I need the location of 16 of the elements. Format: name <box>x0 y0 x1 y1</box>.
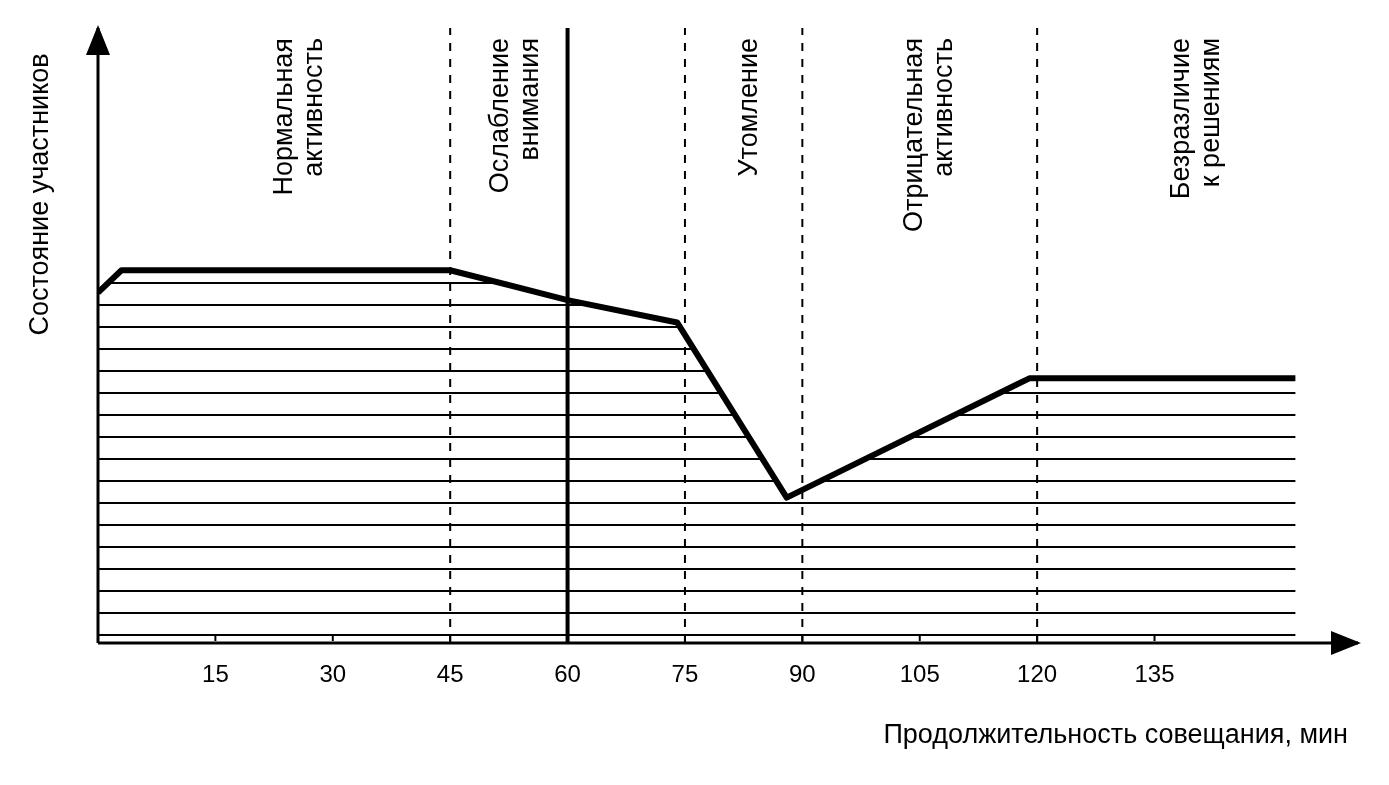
text: Нормальная активность <box>268 38 329 196</box>
x-tick-label: 60 <box>554 660 581 688</box>
x-tick-label: 75 <box>671 660 699 688</box>
x-tick-label: 135 <box>1134 660 1175 688</box>
x-tick-label: 120 <box>1017 660 1058 688</box>
x-tick-label: 90 <box>789 660 816 688</box>
text: Утомление <box>733 38 764 177</box>
x-axis-title: Продолжительность совещания, мин <box>883 719 1348 749</box>
x-tick-label: 30 <box>319 660 347 688</box>
text: Безразличие к решениям <box>1165 38 1226 200</box>
text: Ослабление внимания <box>483 38 544 194</box>
text: Отрицательная активность <box>898 38 959 232</box>
y-axis-title: Состояние участников <box>23 53 54 336</box>
x-tick-label: 45 <box>436 660 464 688</box>
x-tick-label: 15 <box>202 660 229 688</box>
x-tick-label: 105 <box>899 660 940 688</box>
